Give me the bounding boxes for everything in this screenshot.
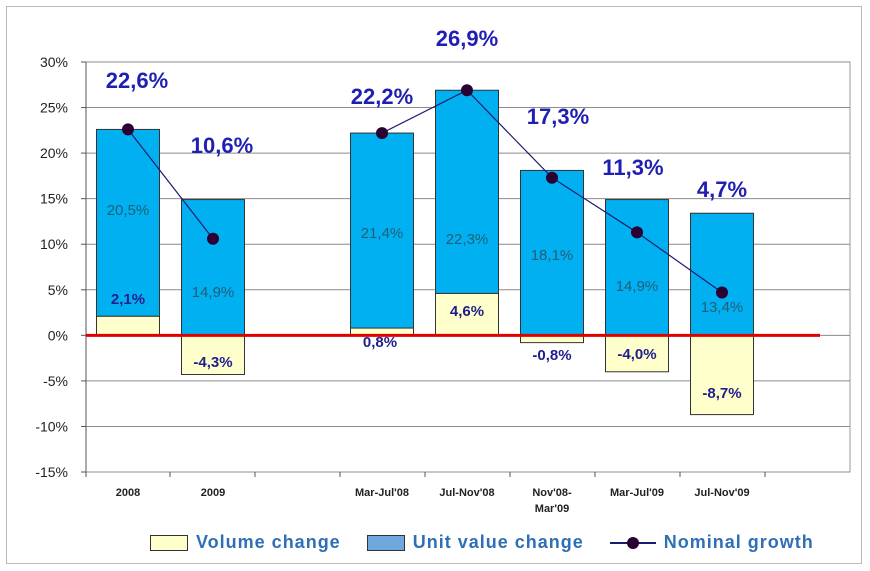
- volume-change-label: -4,0%: [617, 346, 656, 363]
- y-tick-label: 0%: [48, 327, 68, 343]
- nominal-growth-label: 10,6%: [191, 133, 253, 158]
- nominal-growth-marker: [207, 232, 219, 245]
- nominal-growth-line: [122, 84, 728, 299]
- x-axis: 2008 2009 Mar-Jul'08 Jul-Nov'08 Nov'08- Mar'0…: [85, 472, 766, 515]
- nominal-growth-label: 22,2%: [351, 84, 413, 109]
- unit-value-label: 22,3%: [446, 231, 489, 248]
- nominal-growth-label: 26,9%: [436, 26, 498, 51]
- y-tick-label: 15%: [40, 191, 68, 207]
- legend-label-unit-value: Unit value change: [412, 532, 584, 552]
- x-category-label: 2008: [116, 487, 140, 499]
- volume-change-label: -8,7%: [702, 385, 741, 402]
- legend-item-unit-value: Unit value change: [366, 532, 584, 553]
- nominal-growth-marker: [716, 286, 728, 299]
- unit-value-label: 13,4%: [701, 299, 744, 316]
- y-tick-label: -5%: [43, 373, 68, 389]
- unit-value-label: 21,4%: [361, 225, 404, 242]
- legend-item-volume: Volume change: [150, 532, 341, 553]
- legend-label-nominal: Nominal growth: [663, 532, 814, 552]
- nominal-growth-label: 4,7%: [697, 177, 747, 202]
- x-category-label: Nov'08-: [532, 487, 572, 499]
- nominal-growth-marker: [631, 226, 643, 239]
- y-tick-label: 5%: [48, 282, 68, 298]
- unit-value-label: 20,5%: [107, 202, 150, 219]
- y-tick-label: 10%: [40, 236, 68, 252]
- legend-item-nominal: Nominal growth: [609, 532, 814, 553]
- data-labels: 22,6% 10,6% 22,2% 26,9% 17,3% 11,3% 4,7% 20,5% 1…: [106, 26, 747, 402]
- chart-frame: [6, 6, 862, 564]
- nominal-growth-marker: [122, 123, 134, 136]
- legend-swatch-unit-value: [366, 534, 405, 551]
- unit-value-bar: [690, 212, 754, 336]
- y-tick-label: 30%: [40, 54, 68, 70]
- y-tick-label: 20%: [40, 145, 68, 161]
- unit-value-bar: [605, 199, 669, 336]
- nominal-growth-label: 11,3%: [602, 155, 663, 180]
- y-tick-label: -15%: [35, 464, 68, 480]
- nominal-line-annual: [127, 129, 214, 240]
- volume-change-label: -4,3%: [193, 354, 232, 371]
- x-category-label: 2009: [201, 487, 225, 499]
- nominal-growth-label: 22,6%: [106, 68, 168, 93]
- bars: [96, 89, 754, 416]
- x-category-label: Jul-Nov'09: [694, 487, 749, 499]
- nominal-growth-marker: [461, 84, 473, 97]
- nominal-growth-marker: [546, 171, 558, 184]
- volume-bar: [690, 334, 754, 416]
- unit-value-label: 14,9%: [616, 278, 659, 295]
- unit-value-bar: [181, 199, 245, 336]
- x-category-label: Mar-Jul'09: [610, 487, 664, 499]
- y-axis: 30% 25% 20% 15% 10% 5% 0% -5% -10% -15%: [35, 54, 87, 480]
- unit-value-bar: [435, 89, 499, 294]
- y-tick-label: 25%: [40, 100, 68, 116]
- nominal-growth-label: 17,3%: [527, 104, 589, 129]
- legend-swatch-volume: [150, 534, 188, 551]
- volume-bar: [96, 315, 160, 336]
- x-category-label: Mar'09: [535, 503, 569, 515]
- volume-change-label: 0,8%: [363, 334, 397, 351]
- x-category-label: Mar-Jul'08: [355, 487, 409, 499]
- volume-change-label: -0,8%: [532, 347, 571, 364]
- x-category-label: Jul-Nov'08: [439, 487, 494, 499]
- legend-label-volume: Volume change: [196, 532, 341, 552]
- volume-change-label: 2,1%: [111, 291, 145, 308]
- unit-value-label: 18,1%: [531, 247, 574, 264]
- y-tick-label: -10%: [35, 418, 68, 434]
- volume-bar: [181, 334, 245, 376]
- unit-value-bar: [350, 132, 414, 329]
- nominal-growth-marker: [376, 127, 388, 140]
- volume-change-label: 4,6%: [450, 303, 484, 320]
- legend-swatch-nominal: [609, 535, 656, 551]
- unit-value-label: 14,9%: [192, 284, 235, 301]
- legend: Volume change Unit value change Nominal …: [150, 532, 814, 553]
